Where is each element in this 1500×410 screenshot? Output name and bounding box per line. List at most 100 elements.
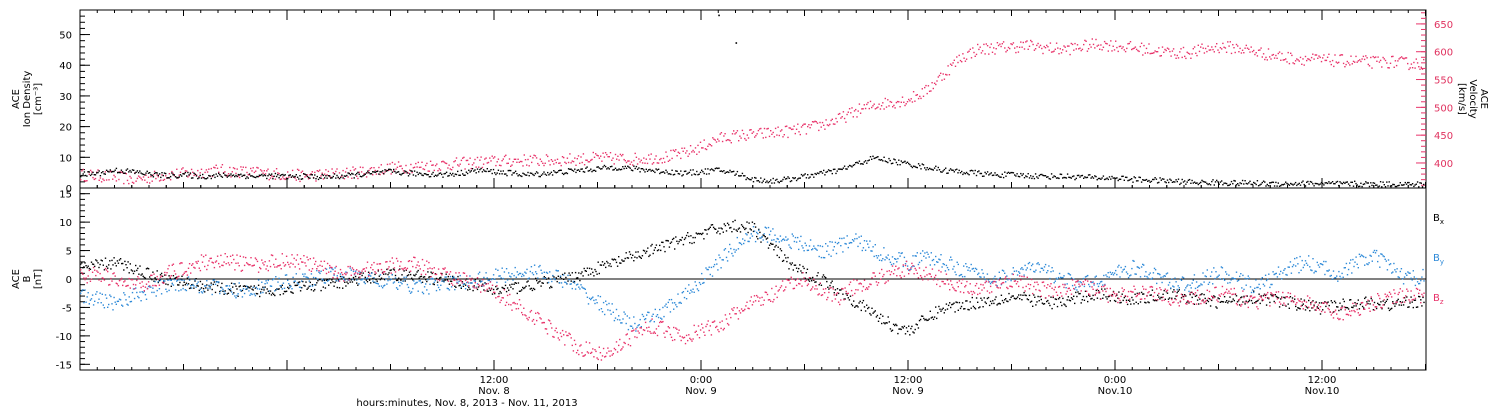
data-point [1081, 299, 1083, 301]
data-point [807, 174, 809, 176]
data-point [1415, 58, 1417, 60]
data-point [1189, 293, 1191, 296]
data-point [1176, 288, 1178, 291]
data-point [890, 162, 893, 165]
data-point [1281, 183, 1283, 186]
data-point [279, 174, 281, 177]
data-point [328, 284, 330, 286]
data-point [128, 296, 130, 298]
data-point [1118, 178, 1121, 180]
data-point [681, 236, 683, 239]
data-point [928, 256, 930, 258]
data-point [142, 275, 144, 277]
data-point [204, 171, 206, 174]
data-point [1418, 66, 1420, 68]
data-point [724, 224, 727, 227]
data-point [620, 262, 622, 264]
data-point [495, 164, 497, 167]
data-point [687, 290, 689, 292]
data-point [1174, 277, 1176, 279]
data-point [809, 176, 811, 178]
data-point [309, 177, 311, 179]
data-point [330, 270, 332, 273]
data-point [893, 158, 895, 160]
data-point [925, 84, 927, 87]
data-point [304, 176, 306, 178]
data-point [828, 253, 830, 256]
data-point [735, 249, 737, 251]
data-point [1393, 183, 1395, 186]
data-point [1328, 181, 1330, 183]
data-point [1354, 61, 1356, 63]
data-point [1222, 301, 1225, 303]
data-point [1178, 289, 1180, 291]
data-point [777, 246, 779, 248]
data-point [1359, 185, 1361, 187]
data-point [1357, 185, 1360, 188]
data-point [186, 175, 188, 177]
data-point [1217, 297, 1219, 299]
data-point [248, 173, 251, 175]
data-point [1287, 303, 1289, 305]
data-point [1021, 174, 1023, 177]
data-point [1085, 275, 1088, 278]
data-point [779, 180, 782, 182]
data-point [1386, 181, 1388, 183]
data-point [469, 288, 471, 290]
data-point [1140, 266, 1143, 268]
data-point [978, 48, 980, 51]
data-point [1172, 48, 1175, 50]
data-point [932, 318, 935, 320]
data-point [577, 155, 580, 157]
data-point [1207, 45, 1209, 47]
data-point [169, 179, 172, 181]
data-point [746, 234, 748, 236]
data-point [195, 175, 198, 177]
data-point [1158, 273, 1160, 275]
data-point [200, 287, 203, 289]
data-point [1315, 182, 1318, 185]
data-point [390, 169, 392, 171]
data-point [1227, 184, 1229, 187]
data-point [1099, 281, 1102, 283]
data-point [678, 240, 680, 243]
data-point [246, 285, 248, 287]
data-point [649, 168, 651, 171]
data-point [126, 168, 129, 170]
data-point [426, 289, 428, 291]
data-point [464, 288, 467, 290]
data-point [1063, 176, 1065, 179]
data-point [664, 161, 666, 163]
data-point [1285, 305, 1287, 307]
data-point [899, 328, 901, 330]
data-point [932, 258, 935, 261]
data-point [449, 275, 452, 278]
data-point [643, 169, 645, 171]
data-point [197, 177, 199, 180]
data-point [853, 110, 856, 112]
data-point [998, 271, 1000, 273]
data-point [226, 285, 228, 287]
data-point [1122, 175, 1124, 177]
data-point [717, 167, 719, 170]
data-point [534, 155, 537, 157]
data-point [290, 176, 293, 178]
data-point [1326, 302, 1328, 304]
data-point [710, 266, 713, 269]
data-point [1256, 286, 1258, 289]
data-point [1404, 57, 1406, 59]
data-point [432, 164, 434, 166]
x-tick-time: 12:00 [894, 375, 923, 386]
data-point [1246, 183, 1249, 185]
data-point [1370, 56, 1372, 59]
data-point [1211, 271, 1213, 273]
data-point [1282, 304, 1284, 306]
data-point [837, 292, 840, 295]
data-point [1184, 294, 1186, 296]
data-point [439, 289, 441, 291]
data-point [105, 169, 108, 171]
data-point [1357, 60, 1360, 62]
data-point [280, 178, 283, 180]
data-point [926, 167, 928, 169]
data-point [462, 283, 465, 285]
